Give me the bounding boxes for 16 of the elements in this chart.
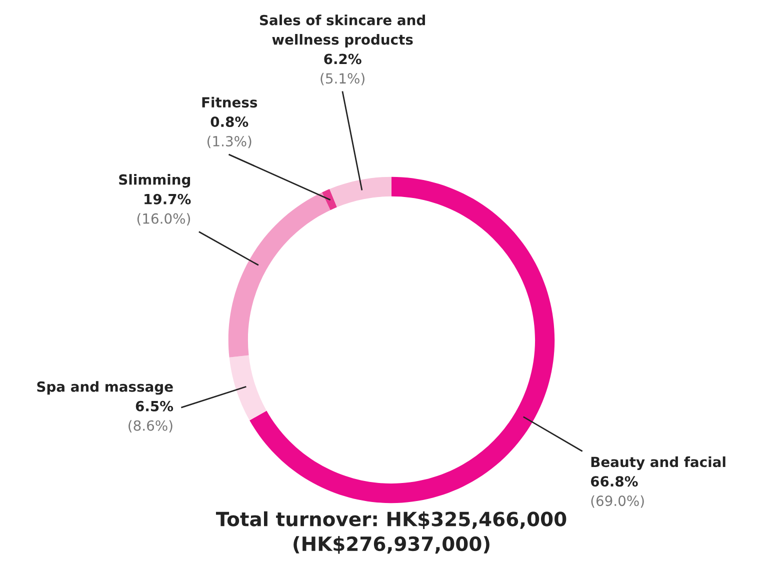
donut-slice [250, 176, 555, 504]
data-label: 6.5% (8.6%) [128, 400, 174, 432]
data-label: 0.8% (1.3%) [208, 116, 252, 148]
slice-label: Fitness [202, 96, 258, 108]
slice-label: Spa and massage [37, 381, 173, 395]
data-label: 66.8% (69.0%) [590, 476, 644, 508]
donut-slice [229, 355, 267, 420]
slice-label: Slimming [119, 174, 190, 188]
data-label: 6.2% (5.1%) [320, 54, 364, 86]
donut-slice [322, 189, 337, 210]
slice-label: Sales of skincare and wellness products [260, 14, 425, 48]
data-label: 19.7% (16.0%) [137, 194, 191, 226]
text: Total turnover: HK$325,466,000 (HK$276,937,000) [216, 511, 566, 554]
donut-slice [330, 176, 392, 208]
slice-label: Beauty and facial [591, 456, 726, 470]
donut-slice [228, 192, 330, 358]
